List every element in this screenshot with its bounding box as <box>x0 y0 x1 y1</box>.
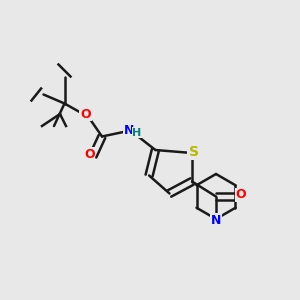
Text: O: O <box>235 188 246 202</box>
Text: O: O <box>84 148 95 161</box>
Text: N: N <box>211 214 221 227</box>
Text: N: N <box>124 124 134 137</box>
Text: S: S <box>188 145 199 159</box>
Text: O: O <box>80 107 91 121</box>
Text: H: H <box>133 128 142 138</box>
